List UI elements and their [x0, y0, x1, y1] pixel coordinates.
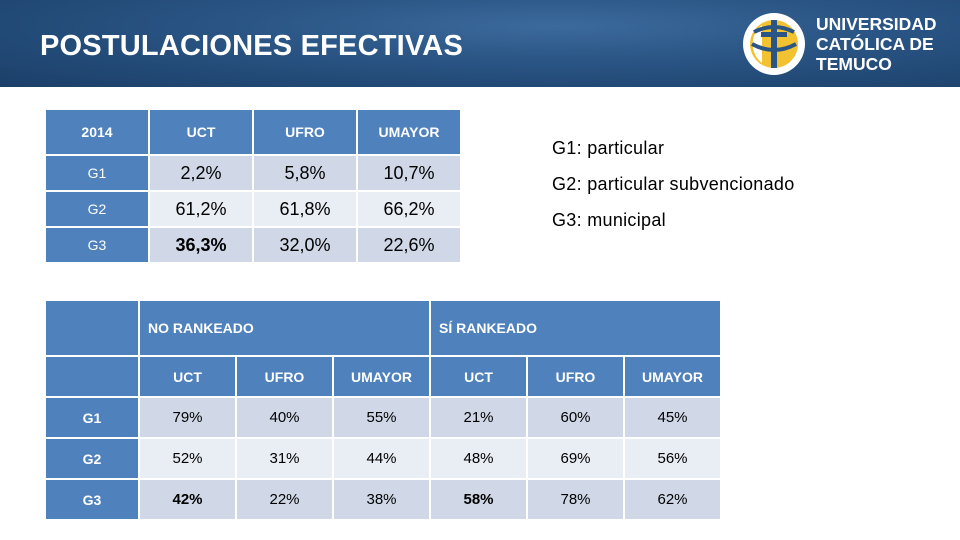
- year-header: 2014: [44, 108, 150, 156]
- table-row: G2 61,2% 61,8% 66,2%: [44, 190, 462, 228]
- table-row: G3 36,3% 32,0% 22,6%: [44, 226, 462, 264]
- table-cell: 10,7%: [356, 154, 462, 192]
- row-header: G3: [44, 226, 150, 264]
- table-cell: 45%: [622, 396, 723, 439]
- column-header: UMAYOR: [622, 355, 723, 398]
- table-cell: 78%: [526, 478, 625, 521]
- column-header: UFRO: [252, 108, 358, 156]
- table-cell: 61,8%: [252, 190, 358, 228]
- table-cell: 52%: [138, 437, 237, 480]
- table-cell: 48%: [429, 437, 528, 480]
- row-header: G2: [44, 437, 140, 480]
- column-header: UFRO: [235, 355, 334, 398]
- table-cell: 62%: [622, 478, 723, 521]
- university-logo-icon: [743, 13, 805, 75]
- column-header: UCT: [148, 108, 254, 156]
- column-header: UMAYOR: [332, 355, 431, 398]
- legend-item: G1: particular: [552, 138, 665, 158]
- table-cell: 69%: [526, 437, 625, 480]
- group-header: SÍ RANKEADO: [428, 299, 723, 357]
- university-name: UNIVERSIDAD CATÓLICA DE TEMUCO: [816, 14, 937, 74]
- table-row: G1 2,2% 5,8% 10,7%: [44, 154, 462, 192]
- table-cell: 55%: [332, 396, 431, 439]
- column-header: UCT: [138, 355, 237, 398]
- table-cell: 40%: [235, 396, 334, 439]
- logo-line-3: TEMUCO: [816, 54, 892, 74]
- table-cell: 66,2%: [356, 190, 462, 228]
- column-header: UCT: [429, 355, 528, 398]
- table-cell: 22,6%: [356, 226, 462, 264]
- table-2014: 2014 UCT UFRO UMAYOR G1 2,2% 5,8% 10,7% …: [44, 108, 462, 264]
- table-cell: 79%: [138, 396, 237, 439]
- row-header: G3: [44, 478, 140, 521]
- table-cell: 5,8%: [252, 154, 358, 192]
- table-cell: 21%: [429, 396, 528, 439]
- table-cell: 61,2%: [148, 190, 254, 228]
- corner-cell: [44, 299, 140, 357]
- table-cell: 36,3%: [148, 226, 254, 264]
- table-cell: 56%: [622, 437, 723, 480]
- corner-cell: [44, 355, 140, 398]
- table-cell: 31%: [235, 437, 334, 480]
- legend-item: G3: municipal: [552, 210, 666, 230]
- column-header: UFRO: [526, 355, 625, 398]
- table-group-row: NO RANKEADO SÍ RANKEADO: [44, 299, 723, 357]
- table-header-row: 2014 UCT UFRO UMAYOR: [44, 108, 462, 156]
- row-header: G2: [44, 190, 150, 228]
- table-cell: 38%: [332, 478, 431, 521]
- logo-line-1: UNIVERSIDAD: [816, 14, 937, 34]
- table-cell: 22%: [235, 478, 334, 521]
- row-header: G1: [44, 154, 150, 192]
- header-banner: POSTULACIONES EFECTIVAS UNIVERSIDAD CATÓ…: [0, 0, 960, 87]
- group-header: NO RANKEADO: [138, 299, 431, 357]
- logo-line-2: CATÓLICA DE: [816, 34, 934, 54]
- table-cell: 44%: [332, 437, 431, 480]
- table-ranking: NO RANKEADO SÍ RANKEADO UCT UFRO UMAYOR …: [44, 299, 723, 521]
- table-cell: 58%: [429, 478, 528, 521]
- table-row: G3 42% 22% 38% 58% 78% 62%: [44, 478, 723, 521]
- row-header: G1: [44, 396, 140, 439]
- table-row: G1 79% 40% 55% 21% 60% 45%: [44, 396, 723, 439]
- group-legend: G1: particular G2: particular subvencion…: [552, 130, 795, 238]
- table-cell: 60%: [526, 396, 625, 439]
- table-cell: 42%: [138, 478, 237, 521]
- table-cell: 2,2%: [148, 154, 254, 192]
- table-row: G2 52% 31% 44% 48% 69% 56%: [44, 437, 723, 480]
- legend-item: G2: particular subvencionado: [552, 174, 795, 194]
- page-title: POSTULACIONES EFECTIVAS: [40, 30, 463, 62]
- table-header-row: UCT UFRO UMAYOR UCT UFRO UMAYOR: [44, 355, 723, 398]
- table-cell: 32,0%: [252, 226, 358, 264]
- column-header: UMAYOR: [356, 108, 462, 156]
